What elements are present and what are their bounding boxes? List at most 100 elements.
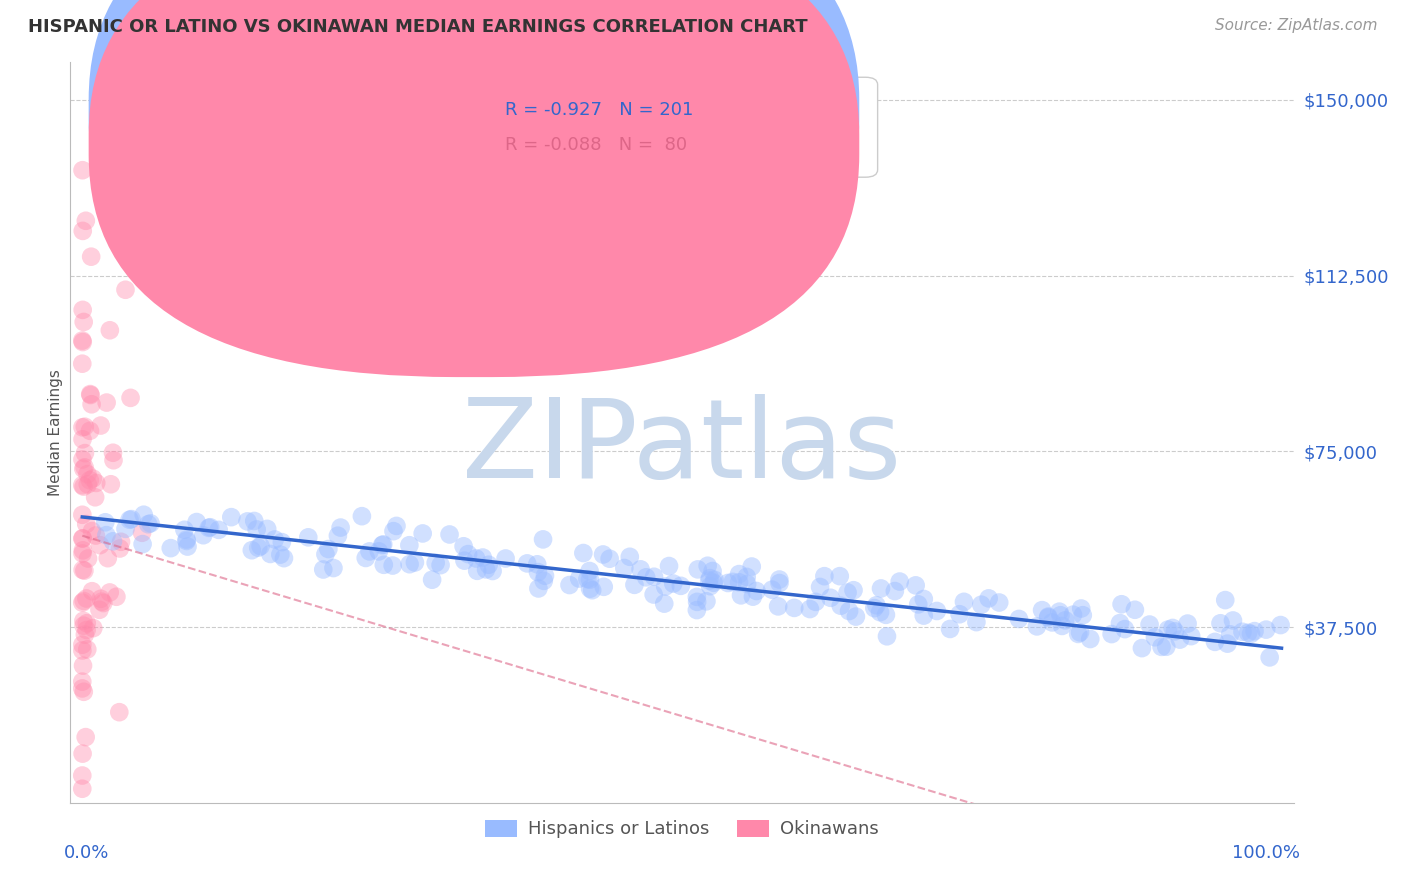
Point: [72, 480, 94, 494]
Point: [1240, 627, 1263, 641]
Point: [568, 572, 591, 586]
Point: [79, 473, 101, 487]
Point: [72, 532, 94, 546]
Point: [84, 475, 107, 490]
Point: [686, 603, 709, 617]
Point: [630, 562, 652, 576]
Point: [75, 516, 97, 531]
Point: [73, 685, 96, 699]
Point: [1209, 616, 1232, 631]
Point: [1130, 641, 1153, 656]
Point: [76, 616, 98, 631]
Point: [592, 548, 614, 562]
Point: [297, 530, 319, 544]
Point: [1213, 593, 1236, 607]
Point: [1237, 625, 1260, 640]
Point: [702, 564, 724, 578]
Point: [114, 283, 136, 297]
Point: [697, 574, 720, 588]
Point: [176, 533, 198, 547]
Point: [1180, 629, 1202, 643]
Point: [72, 747, 94, 761]
Point: [613, 561, 636, 575]
Point: [247, 541, 270, 555]
Point: [73, 419, 96, 434]
Point: [322, 561, 344, 575]
Point: [72, 643, 94, 657]
Point: [80, 584, 103, 599]
Point: [72, 681, 94, 696]
Point: [101, 534, 124, 549]
Point: [100, 477, 122, 491]
Point: [198, 520, 221, 534]
FancyBboxPatch shape: [89, 0, 859, 343]
Point: [173, 523, 195, 537]
Point: [768, 573, 790, 587]
Point: [72, 452, 94, 467]
Point: [478, 558, 501, 572]
Point: [76, 642, 98, 657]
Point: [89, 603, 111, 617]
Point: [269, 548, 291, 562]
Point: [988, 595, 1011, 609]
Point: [741, 559, 763, 574]
Point: [813, 569, 835, 583]
Point: [1139, 617, 1161, 632]
Point: [1038, 609, 1060, 624]
Point: [136, 517, 159, 532]
Point: [72, 768, 94, 782]
Point: [243, 514, 266, 528]
Point: [578, 564, 600, 578]
Point: [72, 478, 94, 492]
Point: [256, 522, 278, 536]
Point: [875, 607, 897, 622]
Text: HISPANIC OR LATINO VS OKINAWAN MEDIAN EARNINGS CORRELATION CHART: HISPANIC OR LATINO VS OKINAWAN MEDIAN EA…: [28, 18, 807, 36]
Point: [579, 582, 602, 596]
Point: [662, 576, 685, 591]
Point: [208, 523, 231, 537]
Point: [526, 558, 548, 572]
Point: [193, 528, 215, 542]
Point: [1168, 632, 1191, 647]
Point: [84, 490, 107, 504]
Point: [359, 544, 381, 558]
Point: [75, 214, 97, 228]
Point: [869, 605, 891, 619]
Point: [1177, 616, 1199, 631]
Point: [623, 578, 645, 592]
Point: [654, 579, 676, 593]
Text: ZIPatlas: ZIPatlas: [463, 394, 901, 501]
Point: [1049, 608, 1071, 623]
Point: [131, 537, 153, 551]
Point: [1062, 607, 1084, 622]
Text: 0.0%: 0.0%: [65, 844, 110, 862]
Point: [1069, 625, 1091, 640]
Point: [531, 533, 554, 547]
Point: [533, 574, 555, 588]
Point: [761, 582, 783, 597]
Point: [742, 590, 765, 604]
Point: [527, 582, 550, 596]
Point: [475, 562, 498, 576]
Point: [912, 591, 935, 606]
Point: [669, 579, 692, 593]
Point: [72, 546, 94, 560]
Point: [73, 594, 96, 608]
Point: [72, 334, 94, 348]
Point: [131, 525, 153, 540]
Point: [329, 520, 352, 534]
Point: [186, 515, 208, 529]
Point: [828, 569, 851, 583]
Point: [80, 250, 103, 264]
Point: [703, 575, 725, 590]
Point: [72, 420, 94, 434]
Point: [1256, 623, 1278, 637]
Point: [1243, 624, 1265, 639]
Point: [103, 453, 125, 467]
Point: [965, 615, 987, 629]
Point: [98, 585, 121, 599]
Point: [1109, 616, 1132, 631]
Point: [94, 516, 117, 530]
Y-axis label: Median Earnings: Median Earnings: [48, 369, 63, 496]
Point: [77, 551, 100, 566]
